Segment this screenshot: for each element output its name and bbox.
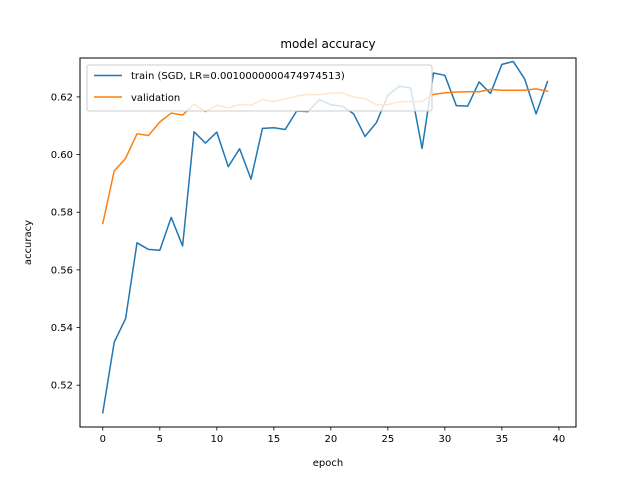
x-tick-label: 35 [496, 434, 509, 445]
axes-layer: 0 5 10 15 20 25 30 35 40 0.52 0.54 0.56 0.58 0.60 0.62 [51, 92, 566, 445]
x-tick-label: 10 [210, 434, 223, 445]
legend-label-train: train (SGD, LR=0.0010000000474974513) [131, 71, 345, 82]
x-tick-label: 0 [100, 434, 106, 445]
legend-label-validation: validation [131, 93, 180, 104]
legend: train (SGD, LR=0.0010000000474974513) va… [86, 64, 433, 112]
plot-frame [79, 57, 577, 428]
x-tick-label: 25 [381, 434, 394, 445]
y-tick-label: 0.62 [51, 92, 73, 103]
x-tick-label: 20 [324, 434, 337, 445]
y-tick-label: 0.60 [51, 150, 73, 161]
y-tick-label: 0.52 [51, 381, 73, 392]
x-tick-label: 30 [439, 434, 452, 445]
y-tick-label: 0.54 [51, 323, 73, 334]
y-axis-label: accuracy [23, 220, 34, 265]
x-tick-label: 40 [553, 434, 566, 445]
x-axis-label: epoch [313, 458, 343, 469]
y-tick-label: 0.58 [51, 208, 73, 219]
y-tick-label: 0.56 [51, 265, 73, 276]
legend-box [86, 64, 433, 112]
chart-title: model accuracy [280, 37, 375, 51]
x-tick-label: 5 [157, 434, 163, 445]
x-tick-label: 15 [267, 434, 280, 445]
